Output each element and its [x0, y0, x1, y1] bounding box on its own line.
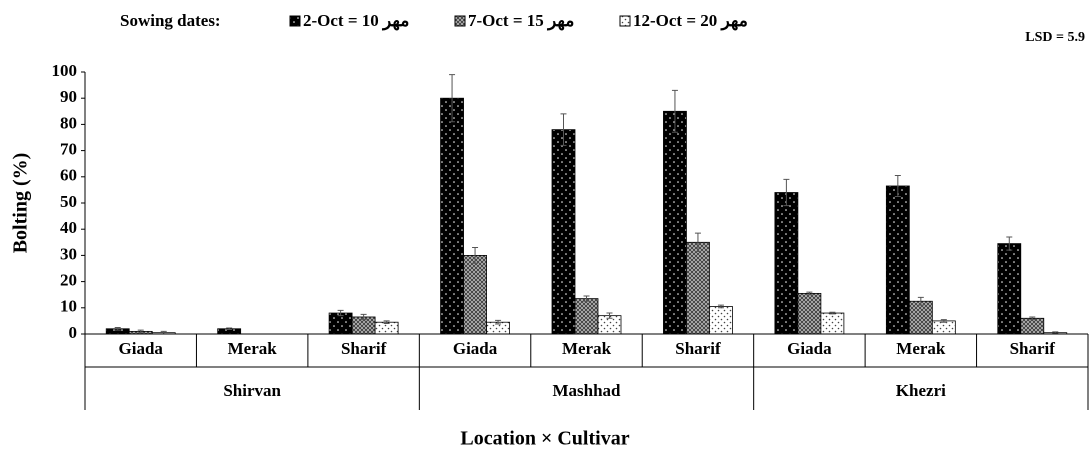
- group-label: Khezri: [896, 381, 946, 400]
- x-tick-label: Merak: [896, 339, 946, 358]
- error-bar: [717, 304, 724, 309]
- bar: [574, 298, 599, 335]
- y-tick-label: 90: [60, 87, 77, 106]
- x-tick-label: Sharif: [1010, 339, 1056, 358]
- bar: [997, 243, 1022, 335]
- error-bar: [495, 319, 502, 325]
- bar: [797, 292, 822, 335]
- error-bar: [583, 295, 590, 302]
- bar: [774, 192, 799, 335]
- x-tick-label: Giada: [119, 339, 164, 358]
- error-bar: [1006, 236, 1013, 251]
- error-bar: [783, 178, 790, 207]
- y-tick-label: 60: [60, 166, 77, 185]
- legend-title: Sowing dates:: [120, 11, 221, 30]
- legend-label: 12-Oct = 20 مهر: [633, 11, 748, 31]
- error-bar: [472, 247, 479, 264]
- y-tick-label: 10: [60, 297, 77, 316]
- error-bar: [806, 291, 813, 296]
- error-bar: [560, 113, 567, 146]
- error-bar: [694, 232, 701, 252]
- y-tick-label: 100: [52, 61, 78, 80]
- legend-label: 7-Oct = 15 مهر: [468, 11, 574, 31]
- error-bar: [360, 313, 367, 321]
- error-bar: [940, 319, 947, 323]
- group-label: Shirvan: [223, 381, 281, 400]
- y-tick-label: 30: [60, 244, 77, 263]
- bar: [1020, 317, 1045, 335]
- y-axis-label: Bolting (%): [10, 153, 32, 254]
- y-tick-label: 0: [69, 323, 78, 342]
- error-bar: [226, 327, 233, 331]
- x-tick-label: Merak: [562, 339, 612, 358]
- bar: [820, 312, 845, 335]
- x-tick-label: Sharif: [341, 339, 387, 358]
- error-bar: [337, 309, 344, 317]
- y-tick-label: 70: [60, 140, 77, 159]
- error-bar: [671, 89, 678, 133]
- bar: [663, 110, 687, 335]
- error-bar: [606, 312, 613, 319]
- y-tick-label: 20: [60, 271, 77, 290]
- error-bar: [449, 74, 456, 123]
- bar: [931, 320, 956, 335]
- error-bar: [1052, 331, 1059, 334]
- bar: [463, 254, 487, 335]
- y-tick-label: 50: [60, 192, 77, 211]
- error-bar: [137, 329, 144, 334]
- error-bar: [1029, 316, 1036, 321]
- bar: [908, 300, 933, 335]
- legend-swatch: [619, 15, 631, 27]
- bar: [440, 97, 464, 335]
- legend-swatch: [454, 15, 466, 27]
- error-bar: [829, 311, 836, 315]
- legend-label: 2-Oct = 10 مهر: [303, 11, 409, 31]
- legend-swatch: [289, 15, 301, 27]
- x-tick-label: Merak: [228, 339, 278, 358]
- bar: [328, 312, 353, 335]
- x-tick-label: Sharif: [675, 339, 721, 358]
- annotation: LSD = 5.9: [1025, 30, 1085, 45]
- x-tick-label: Giada: [453, 339, 498, 358]
- error-bar: [894, 174, 901, 197]
- error-bar: [114, 326, 121, 331]
- bar: [551, 129, 576, 335]
- bar: [709, 306, 733, 335]
- x-axis-label: Location × Cultivar: [460, 428, 629, 450]
- x-tick-label: Giada: [787, 339, 832, 358]
- group-label: Mashhad: [552, 381, 621, 400]
- error-bar: [383, 320, 390, 325]
- y-tick-label: 80: [60, 113, 77, 132]
- y-tick-label: 40: [60, 218, 77, 237]
- bar: [686, 241, 710, 335]
- error-bar: [917, 296, 924, 306]
- bar: [885, 185, 910, 335]
